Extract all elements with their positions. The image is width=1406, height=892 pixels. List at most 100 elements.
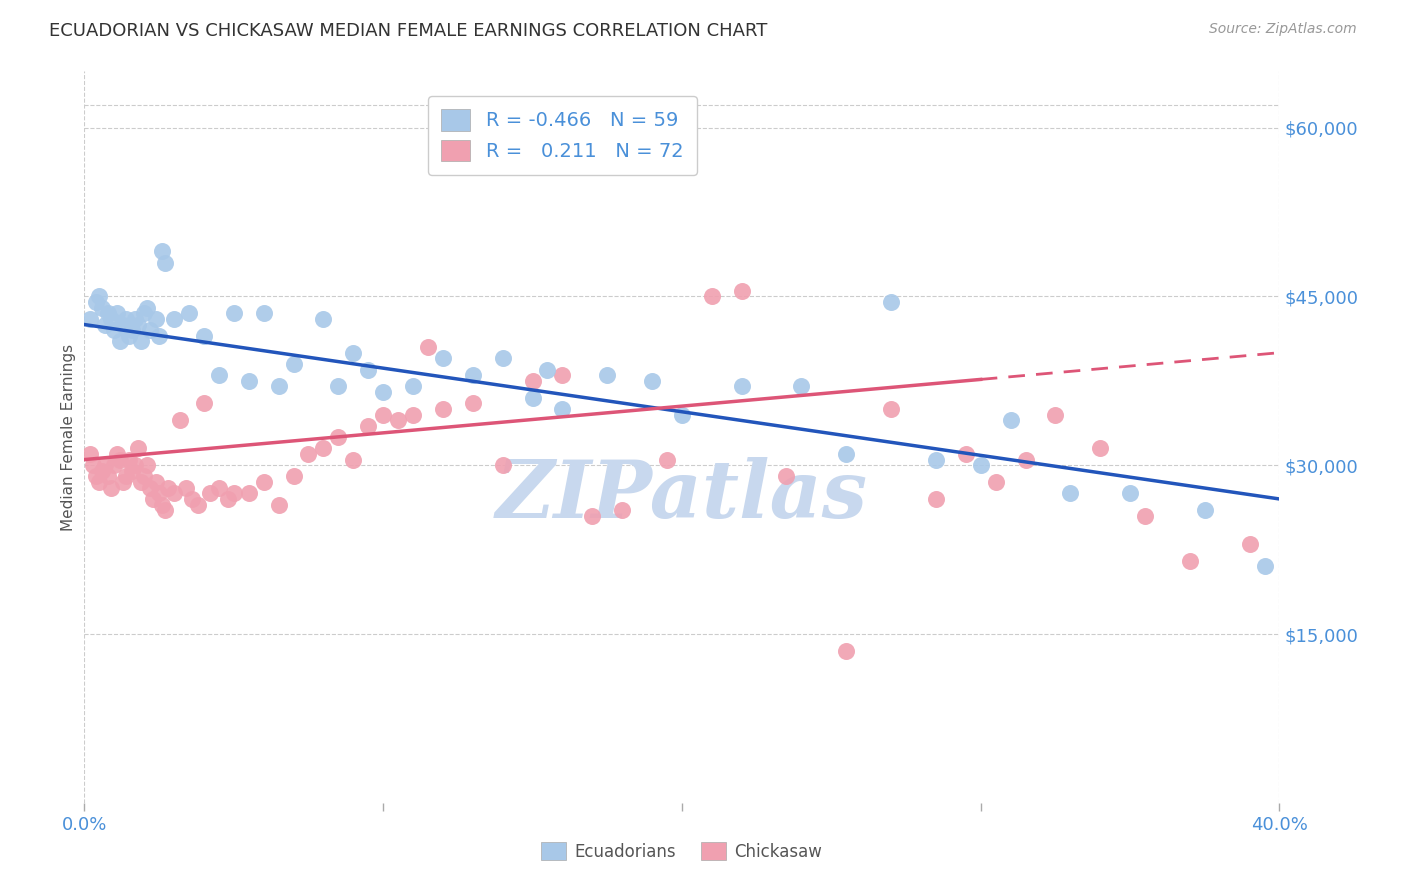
Point xyxy=(1239,537,1261,551)
Point xyxy=(153,503,176,517)
Point xyxy=(163,486,186,500)
Point xyxy=(373,385,395,400)
Point xyxy=(267,379,290,393)
Point xyxy=(551,368,574,383)
Text: ECUADORIAN VS CHICKASAW MEDIAN FEMALE EARNINGS CORRELATION CHART: ECUADORIAN VS CHICKASAW MEDIAN FEMALE EA… xyxy=(49,22,768,40)
Point xyxy=(148,486,170,500)
Point xyxy=(79,447,101,461)
Point xyxy=(193,328,215,343)
Point xyxy=(655,452,678,467)
Point xyxy=(97,469,120,483)
Point xyxy=(145,475,167,489)
Point xyxy=(492,351,515,366)
Point xyxy=(103,323,125,337)
Text: ZIPatlas: ZIPatlas xyxy=(496,457,868,534)
Point xyxy=(208,368,231,383)
Point xyxy=(1194,503,1216,517)
Point xyxy=(432,351,454,366)
Point xyxy=(522,374,544,388)
Point xyxy=(835,447,858,461)
Point xyxy=(150,498,173,512)
Point xyxy=(118,452,141,467)
Point xyxy=(163,312,186,326)
Point xyxy=(402,379,425,393)
Point xyxy=(79,312,101,326)
Point xyxy=(132,469,156,483)
Point xyxy=(177,306,200,320)
Point xyxy=(522,391,544,405)
Point xyxy=(115,312,138,326)
Point xyxy=(157,481,180,495)
Point xyxy=(700,289,723,303)
Point xyxy=(432,401,454,416)
Point xyxy=(328,379,350,393)
Point xyxy=(283,469,305,483)
Point xyxy=(208,481,231,495)
Point xyxy=(955,447,977,461)
Point xyxy=(153,255,176,269)
Point xyxy=(139,481,162,495)
Point xyxy=(357,418,380,433)
Point xyxy=(129,334,152,349)
Point xyxy=(82,458,104,473)
Point xyxy=(581,508,603,523)
Point xyxy=(387,413,409,427)
Point xyxy=(416,340,439,354)
Point xyxy=(110,452,132,467)
Point xyxy=(880,401,903,416)
Point xyxy=(731,284,754,298)
Point xyxy=(129,475,152,489)
Point xyxy=(136,301,159,315)
Point xyxy=(461,396,484,410)
Point xyxy=(492,458,515,473)
Point xyxy=(536,362,558,376)
Point xyxy=(89,475,111,489)
Point xyxy=(283,357,305,371)
Point xyxy=(328,430,350,444)
Point xyxy=(984,475,1007,489)
Point xyxy=(312,312,335,326)
Point xyxy=(880,295,903,310)
Point xyxy=(187,498,209,512)
Point xyxy=(775,469,797,483)
Point xyxy=(925,491,948,506)
Point xyxy=(94,318,117,332)
Point xyxy=(1045,408,1067,422)
Point xyxy=(1178,554,1201,568)
Point xyxy=(1090,442,1112,456)
Point xyxy=(89,289,111,303)
Text: Source: ZipAtlas.com: Source: ZipAtlas.com xyxy=(1209,22,1357,37)
Point xyxy=(132,306,156,320)
Point xyxy=(641,374,664,388)
Point xyxy=(142,491,165,506)
Point xyxy=(97,306,120,320)
Point xyxy=(1253,559,1275,574)
Point xyxy=(402,408,425,422)
Point xyxy=(105,447,128,461)
Point xyxy=(357,362,380,376)
Point xyxy=(112,318,135,332)
Point xyxy=(124,312,146,326)
Point xyxy=(1014,452,1036,467)
Point xyxy=(86,295,108,310)
Y-axis label: Median Female Earnings: Median Female Earnings xyxy=(60,343,76,531)
Point xyxy=(112,475,135,489)
Point xyxy=(124,458,146,473)
Point xyxy=(174,481,197,495)
Point xyxy=(121,323,143,337)
Point xyxy=(790,379,813,393)
Point xyxy=(105,306,128,320)
Point xyxy=(86,469,108,483)
Point xyxy=(297,447,319,461)
Point xyxy=(181,491,204,506)
Point xyxy=(1133,508,1156,523)
Point xyxy=(596,368,619,383)
Point xyxy=(100,312,122,326)
Point xyxy=(925,452,948,467)
Point xyxy=(267,498,290,512)
Point xyxy=(731,379,754,393)
Point xyxy=(127,318,149,332)
Point xyxy=(150,244,173,259)
Point xyxy=(551,401,574,416)
Point xyxy=(118,328,141,343)
